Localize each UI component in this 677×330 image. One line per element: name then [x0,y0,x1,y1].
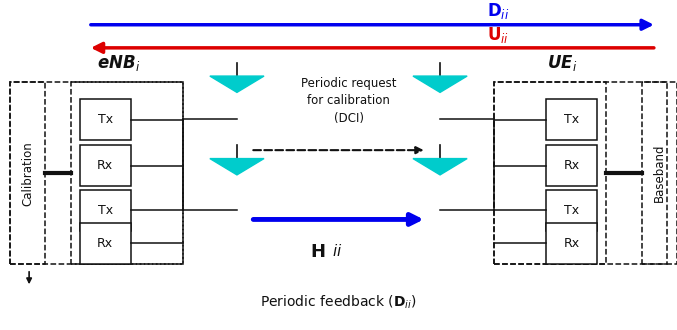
Polygon shape [210,76,264,92]
Text: Calibration: Calibration [21,141,35,206]
Bar [494,82,667,264]
Bar [80,223,131,264]
Text: Tx: Tx [97,113,113,126]
Bar [80,145,131,186]
Text: Periodic request
for calibration
(DCI): Periodic request for calibration (DCI) [301,77,397,125]
Text: $\mathbf{U}_{ii}$: $\mathbf{U}_{ii}$ [487,24,510,45]
Text: Rx: Rx [564,237,580,250]
Text: Rx: Rx [564,159,580,172]
Bar [80,190,131,231]
Bar [546,145,597,186]
Polygon shape [413,76,467,92]
Text: Tx: Tx [564,204,580,217]
Bar [546,99,597,140]
Text: Rx: Rx [97,237,113,250]
Bar [642,82,677,264]
Bar [10,82,45,264]
Bar [494,82,606,264]
Bar [546,190,597,231]
Text: $ii$: $ii$ [332,243,342,258]
Bar [10,82,183,264]
Bar [80,99,131,140]
Text: Tx: Tx [564,113,580,126]
Text: $\mathbf{D}_{ii}$: $\mathbf{D}_{ii}$ [487,1,510,21]
Text: UE$_i$: UE$_i$ [547,52,577,73]
Polygon shape [413,158,467,175]
Polygon shape [210,158,264,175]
Text: Baseband: Baseband [653,144,666,203]
Text: $\mathbf{H}$: $\mathbf{H}$ [309,243,325,261]
Text: Periodic feedback ($\mathbf{D}_{ii}$): Periodic feedback ($\mathbf{D}_{ii}$) [260,293,417,311]
Text: Rx: Rx [97,159,113,172]
Bar [546,223,597,264]
Text: eNB$_i$: eNB$_i$ [97,52,140,73]
Bar [71,82,183,264]
Text: Tx: Tx [97,204,113,217]
